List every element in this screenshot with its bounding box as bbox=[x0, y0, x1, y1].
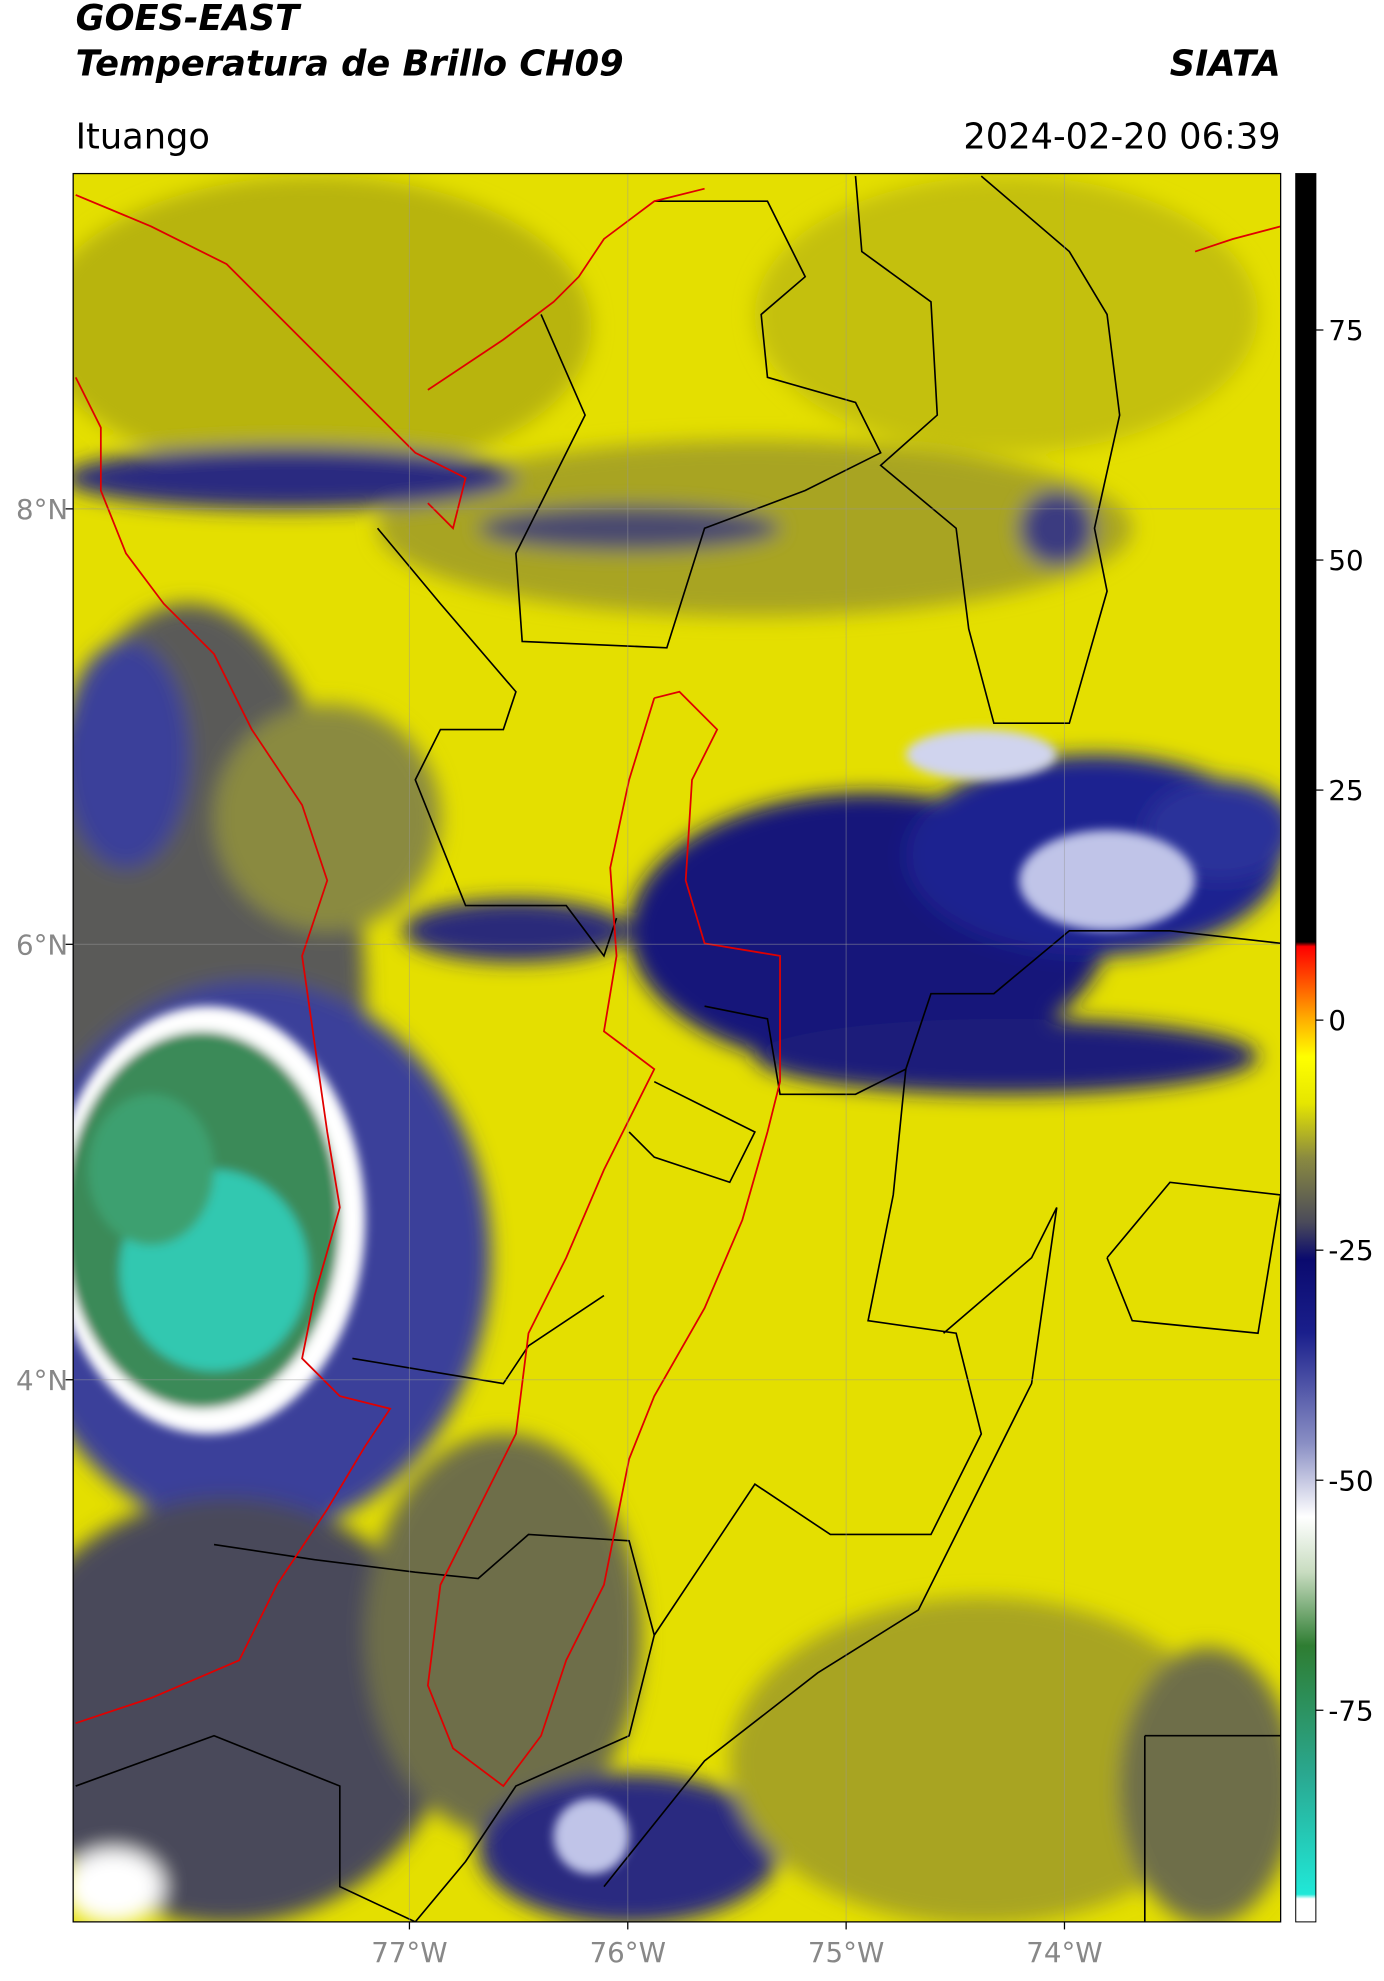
colorbar-tick-label: -50 bbox=[1328, 1464, 1373, 1497]
satellite-title: GOES-EAST bbox=[76, 0, 302, 39]
colorbar-tick-label: -75 bbox=[1328, 1694, 1373, 1727]
organization: SIATA bbox=[1170, 43, 1281, 84]
x-tick-label: 75°W bbox=[808, 1936, 884, 1969]
datetime: 2024-02-20 06:39 bbox=[963, 116, 1280, 157]
colorbar-tick-label: 50 bbox=[1328, 544, 1363, 577]
x-tick-label: 76°W bbox=[590, 1936, 666, 1969]
y-tick-label: 8°N bbox=[16, 493, 68, 526]
satellite-image bbox=[73, 173, 1281, 1922]
colorbar-tick-label: 25 bbox=[1328, 774, 1363, 807]
map-frame bbox=[72, 172, 1282, 1923]
product-title: Temperatura de Brillo CH09 bbox=[76, 43, 624, 84]
y-tick-label: 4°N bbox=[16, 1364, 68, 1397]
colorbar-tick-label: 0 bbox=[1328, 1004, 1346, 1037]
x-tick-label: 74°W bbox=[1026, 1936, 1102, 1969]
colorbar-tick-label: -25 bbox=[1328, 1234, 1373, 1267]
location: Ituango bbox=[76, 116, 210, 157]
x-tick-label: 77°W bbox=[371, 1936, 447, 1969]
colorbar bbox=[1295, 173, 1317, 1923]
grid bbox=[73, 173, 1281, 1922]
y-tick-label: 6°N bbox=[16, 928, 68, 961]
colorbar-tick-label: 75 bbox=[1328, 314, 1363, 347]
